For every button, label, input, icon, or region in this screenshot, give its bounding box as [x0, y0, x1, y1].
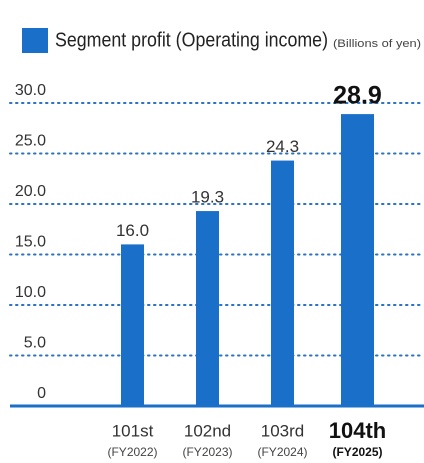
x-tick-label: 103rd	[261, 421, 304, 440]
value-label: 19.3	[191, 188, 224, 207]
x-tick-sublabel: (FY2023)	[182, 445, 232, 459]
y-tick-label: 5.0	[24, 335, 46, 352]
value-label: 28.9	[333, 82, 382, 110]
y-tick-label: 30.0	[15, 82, 46, 99]
chart-subtitle: (Billions of yen)	[333, 38, 421, 50]
bar	[196, 211, 219, 406]
x-tick-sublabel: (FY2022)	[107, 445, 157, 459]
value-label: 16.0	[116, 221, 149, 240]
x-tick-sublabel: (FY2024)	[257, 445, 307, 459]
y-tick-label: 20.0	[15, 183, 46, 200]
x-tick-label: 102nd	[184, 421, 231, 440]
y-tick-label: 15.0	[15, 234, 46, 251]
legend-swatch	[22, 28, 48, 53]
x-tick-label: 104th	[329, 418, 386, 443]
y-tick-label: 10.0	[15, 284, 46, 301]
bar	[271, 160, 294, 406]
chart-title: Segment profit (Operating income)	[55, 29, 328, 51]
y-tick-label: 0	[37, 385, 46, 402]
y-tick-label: 25.0	[15, 133, 46, 150]
x-tick-sublabel: (FY2025)	[332, 445, 382, 459]
x-tick-label: 101st	[112, 421, 154, 440]
value-label: 24.3	[266, 137, 299, 156]
bar	[121, 244, 144, 406]
bar	[341, 114, 374, 407]
